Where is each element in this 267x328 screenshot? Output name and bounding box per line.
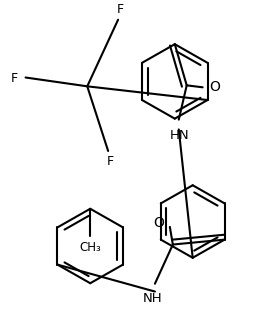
Text: F: F xyxy=(116,3,124,16)
Text: O: O xyxy=(153,216,164,230)
Text: HN: HN xyxy=(170,130,190,142)
Text: O: O xyxy=(210,80,221,94)
Text: NH: NH xyxy=(143,292,163,305)
Text: F: F xyxy=(10,72,18,85)
Text: F: F xyxy=(107,155,114,168)
Text: CH₃: CH₃ xyxy=(79,241,101,254)
